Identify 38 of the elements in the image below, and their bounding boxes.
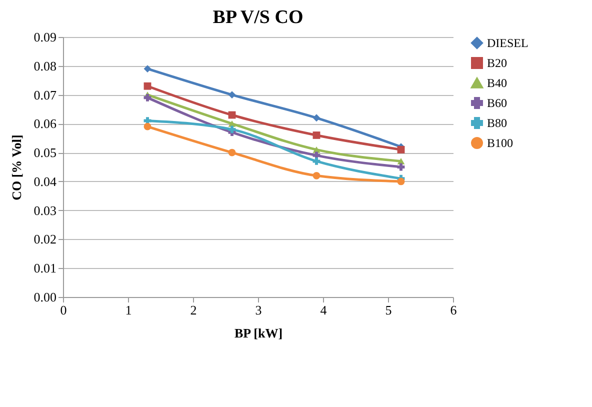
y-tick-label: 0.03 [34, 202, 56, 218]
point [312, 132, 320, 139]
legend-label: DIESEL [487, 36, 528, 50]
x-tick-label: 1 [125, 302, 132, 318]
chart-title: BP V/S CO [212, 7, 304, 28]
point [397, 163, 405, 171]
y-tick-label: 0.06 [34, 116, 57, 132]
x-tick-label: 6 [450, 302, 458, 318]
legend-label: B80 [487, 116, 508, 130]
legend-label: B40 [487, 76, 508, 90]
y-tick-label: 0.05 [34, 145, 56, 160]
x-tick-label: 4 [320, 302, 328, 318]
y-tick-label: 0.07 [34, 87, 57, 102]
x-tick-label: 3 [255, 302, 262, 318]
x-axis-title: BP [kW] [234, 326, 283, 340]
y-axis-title: CO [% Vol] [8, 134, 24, 200]
x-tick-label: 2 [190, 302, 197, 318]
y-tick-label: 0.02 [34, 232, 56, 247]
point [144, 122, 152, 130]
x-tick-label: 5 [385, 302, 392, 318]
point [312, 158, 320, 165]
point [397, 146, 405, 154]
y-tick-label: 0.00 [34, 290, 56, 304]
point [144, 82, 152, 90]
legend-label: B20 [487, 56, 508, 70]
legend-label: B100 [487, 136, 514, 150]
point [228, 126, 236, 134]
y-tick-label: 0.01 [34, 260, 56, 276]
point [312, 172, 320, 180]
point [397, 178, 405, 186]
x-tick-label: 0 [60, 302, 67, 318]
legend-label: B60 [487, 96, 508, 110]
point [312, 114, 320, 122]
y-tick-label: 0.08 [34, 58, 56, 74]
point [144, 94, 152, 102]
point [228, 148, 236, 156]
y-tick-label: 0.09 [34, 30, 56, 44]
y-tick-label: 0.04 [34, 174, 57, 189]
